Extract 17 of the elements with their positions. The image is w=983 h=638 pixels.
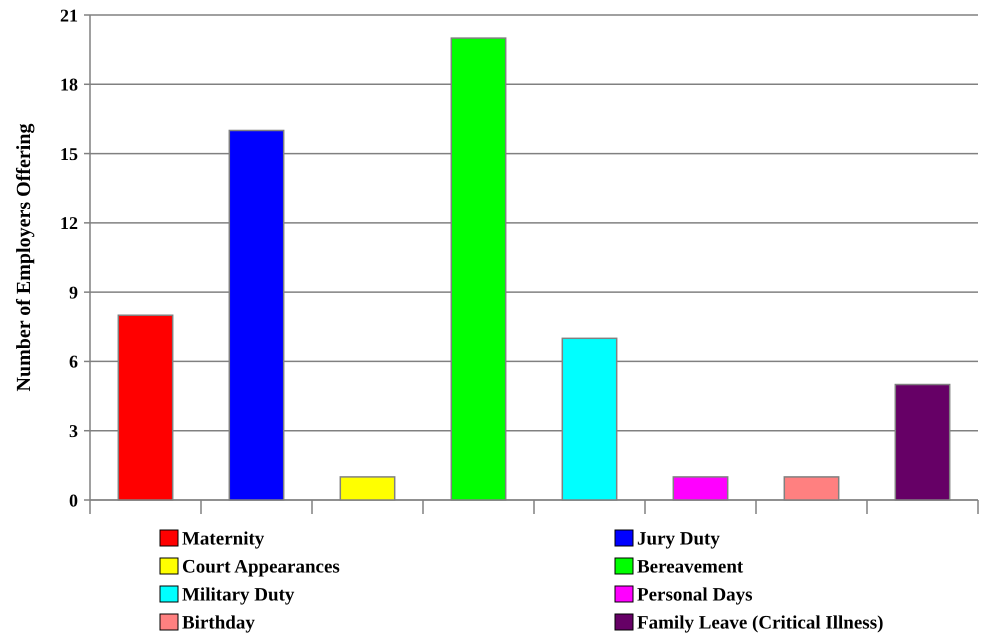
y-tick-label: 12 bbox=[60, 213, 78, 234]
legend-label: Bereavement bbox=[637, 556, 744, 578]
legend-label: Family Leave (Critical Illness) bbox=[637, 612, 884, 634]
legend-label: Court Appearances bbox=[182, 556, 340, 578]
legend-label: Jury Duty bbox=[637, 528, 720, 550]
legend-label: Birthday bbox=[182, 612, 256, 634]
y-tick-label: 15 bbox=[60, 144, 78, 164]
legend-label: Maternity bbox=[182, 528, 265, 550]
y-tick-label: 18 bbox=[60, 74, 78, 95]
y-tick-label: 6 bbox=[69, 352, 78, 372]
y-tick-label: 21 bbox=[60, 5, 78, 26]
y-axis-title: Number of Employers Offering bbox=[13, 124, 35, 392]
legend-label: Military Duty bbox=[182, 584, 295, 606]
legend-label: Personal Days bbox=[637, 584, 753, 606]
y-tick-label: 0 bbox=[69, 490, 78, 510]
y-tick-label: 9 bbox=[69, 282, 78, 302]
y-tick-label: 3 bbox=[69, 421, 78, 442]
